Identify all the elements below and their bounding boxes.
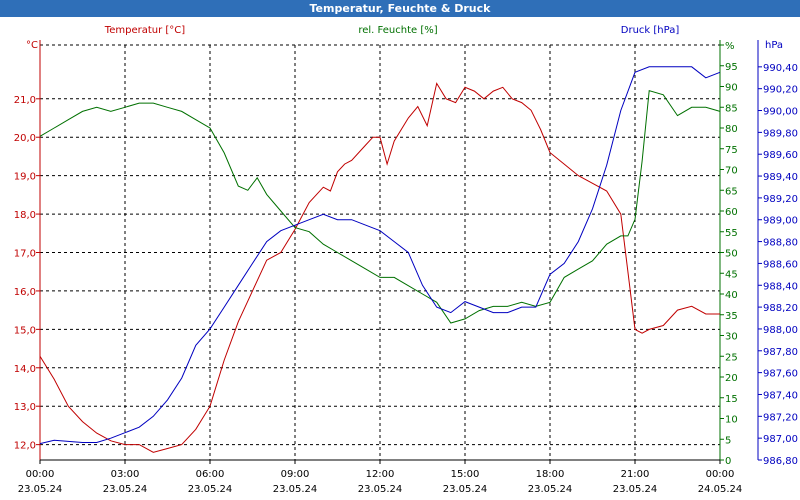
x-tick-time: 03:00 [111,469,140,480]
x-tick-time: 06:00 [196,469,225,480]
pressure-tick-label: 988,60 [763,259,798,270]
pressure-tick-label: 990,00 [763,107,798,118]
humidity-tick-label: 50 [725,249,738,260]
x-tick-time: 12:00 [366,469,395,480]
temperature-axis-title: Temperatur [°C] [104,25,185,36]
pressure-series-line [39,66,721,445]
humidity-tick-label: 60 [725,207,738,218]
pressure-tick-label: 990,40 [763,63,798,74]
pressure-tick-label: 989,40 [763,172,798,183]
pressure-tick-label: 990,20 [763,85,798,96]
x-tick-date: 23.05.24 [528,484,573,495]
x-tick-date: 23.05.24 [613,484,658,495]
pressure-axis-title: Druck [hPa] [621,25,680,36]
humidity-tick-label: 20 [725,373,738,384]
pressure-tick-label: 989,20 [763,194,798,205]
x-tick-date: 23.05.24 [358,484,403,495]
series-lines [39,66,721,453]
temperature-series-line [39,82,720,453]
pressure-tick-label: 987,00 [763,434,798,445]
humidity-tick-label: 90 [725,83,738,94]
x-tick-date: 23.05.24 [188,484,233,495]
humidity-tick-label: 0 [725,456,731,467]
humidity-tick-label: 70 [725,166,738,177]
x-tick-time: 00:00 [706,469,735,480]
pressure-tick-label: 988,80 [763,238,798,249]
humidity-tick-label: 85 [725,103,738,114]
humidity-tick-label: 80 [725,124,738,135]
pressure-tick-label: 988,40 [763,281,798,292]
pressure-tick-label: 986,80 [763,456,798,467]
humidity-tick-label: 35 [725,311,738,322]
temperature-tick-label: 16,0 [14,287,36,298]
pressure-tick-label: 987,60 [763,369,798,380]
humidity-tick-label: 55 [725,228,738,239]
x-tick-date: 23.05.24 [273,484,318,495]
humidity-tick-label: 65 [725,186,738,197]
x-tick-time: 09:00 [281,469,310,480]
temperature-unit-label: °C [26,40,38,51]
temperature-tick-label: 19,0 [14,172,36,183]
temperature-tick-label: 12,0 [14,441,36,452]
tick-labels: 00:00 23.05.24 03:00 23.05.24 06:00 23.05.24 0… [14,41,798,495]
pressure-tick-label: 987,20 [763,412,798,423]
temperature-tick-label: 18,0 [14,210,36,221]
humidity-tick-label: 10 [725,415,738,426]
x-tick-time: 18:00 [536,469,565,480]
temperature-tick-label: 20,0 [14,133,36,144]
humidity-tick-label: 45 [725,269,738,280]
x-tick-date: 23.05.24 [443,484,488,495]
temperature-tick-label: 15,0 [14,325,36,336]
humidity-tick-label: 25 [725,352,738,363]
pressure-tick-label: 987,40 [763,390,798,401]
temperature-tick-label: 21,0 [14,95,36,106]
humidity-axis-title: rel. Feuchte [%] [358,25,437,36]
pressure-tick-label: 988,00 [763,325,798,336]
pressure-tick-label: 987,80 [763,347,798,358]
pressure-tick-label: 989,00 [763,216,798,227]
humidity-tick-label: 5 [725,435,731,446]
temperature-tick-label: 13,0 [14,402,36,413]
grid-lines [40,44,720,460]
pressure-unit-label: hPa [765,40,783,51]
temperature-tick-label: 14,0 [14,364,36,375]
humidity-tick-label: 95 [725,62,738,73]
humidity-tick-label: % [725,41,735,52]
x-tick-time: 00:00 [26,469,55,480]
x-tick-date: 23.05.24 [103,484,148,495]
axes [36,40,762,464]
pressure-tick-label: 989,80 [763,128,798,139]
x-tick-date: 24.05.24 [698,484,743,495]
temperature-tick-label: 17,0 [14,249,36,260]
pressure-tick-label: 988,20 [763,303,798,314]
humidity-series-line [39,89,721,324]
x-tick-date: 23.05.24 [18,484,63,495]
x-tick-time: 21:00 [621,469,650,480]
humidity-tick-label: 30 [725,332,738,343]
humidity-tick-label: 15 [725,394,738,405]
pressure-tick-label: 989,60 [763,150,798,161]
humidity-tick-label: 75 [725,145,738,156]
humidity-tick-label: 40 [725,290,738,301]
x-tick-time: 15:00 [451,469,480,480]
window-title: Temperatur, Feuchte & Druck [0,0,800,17]
